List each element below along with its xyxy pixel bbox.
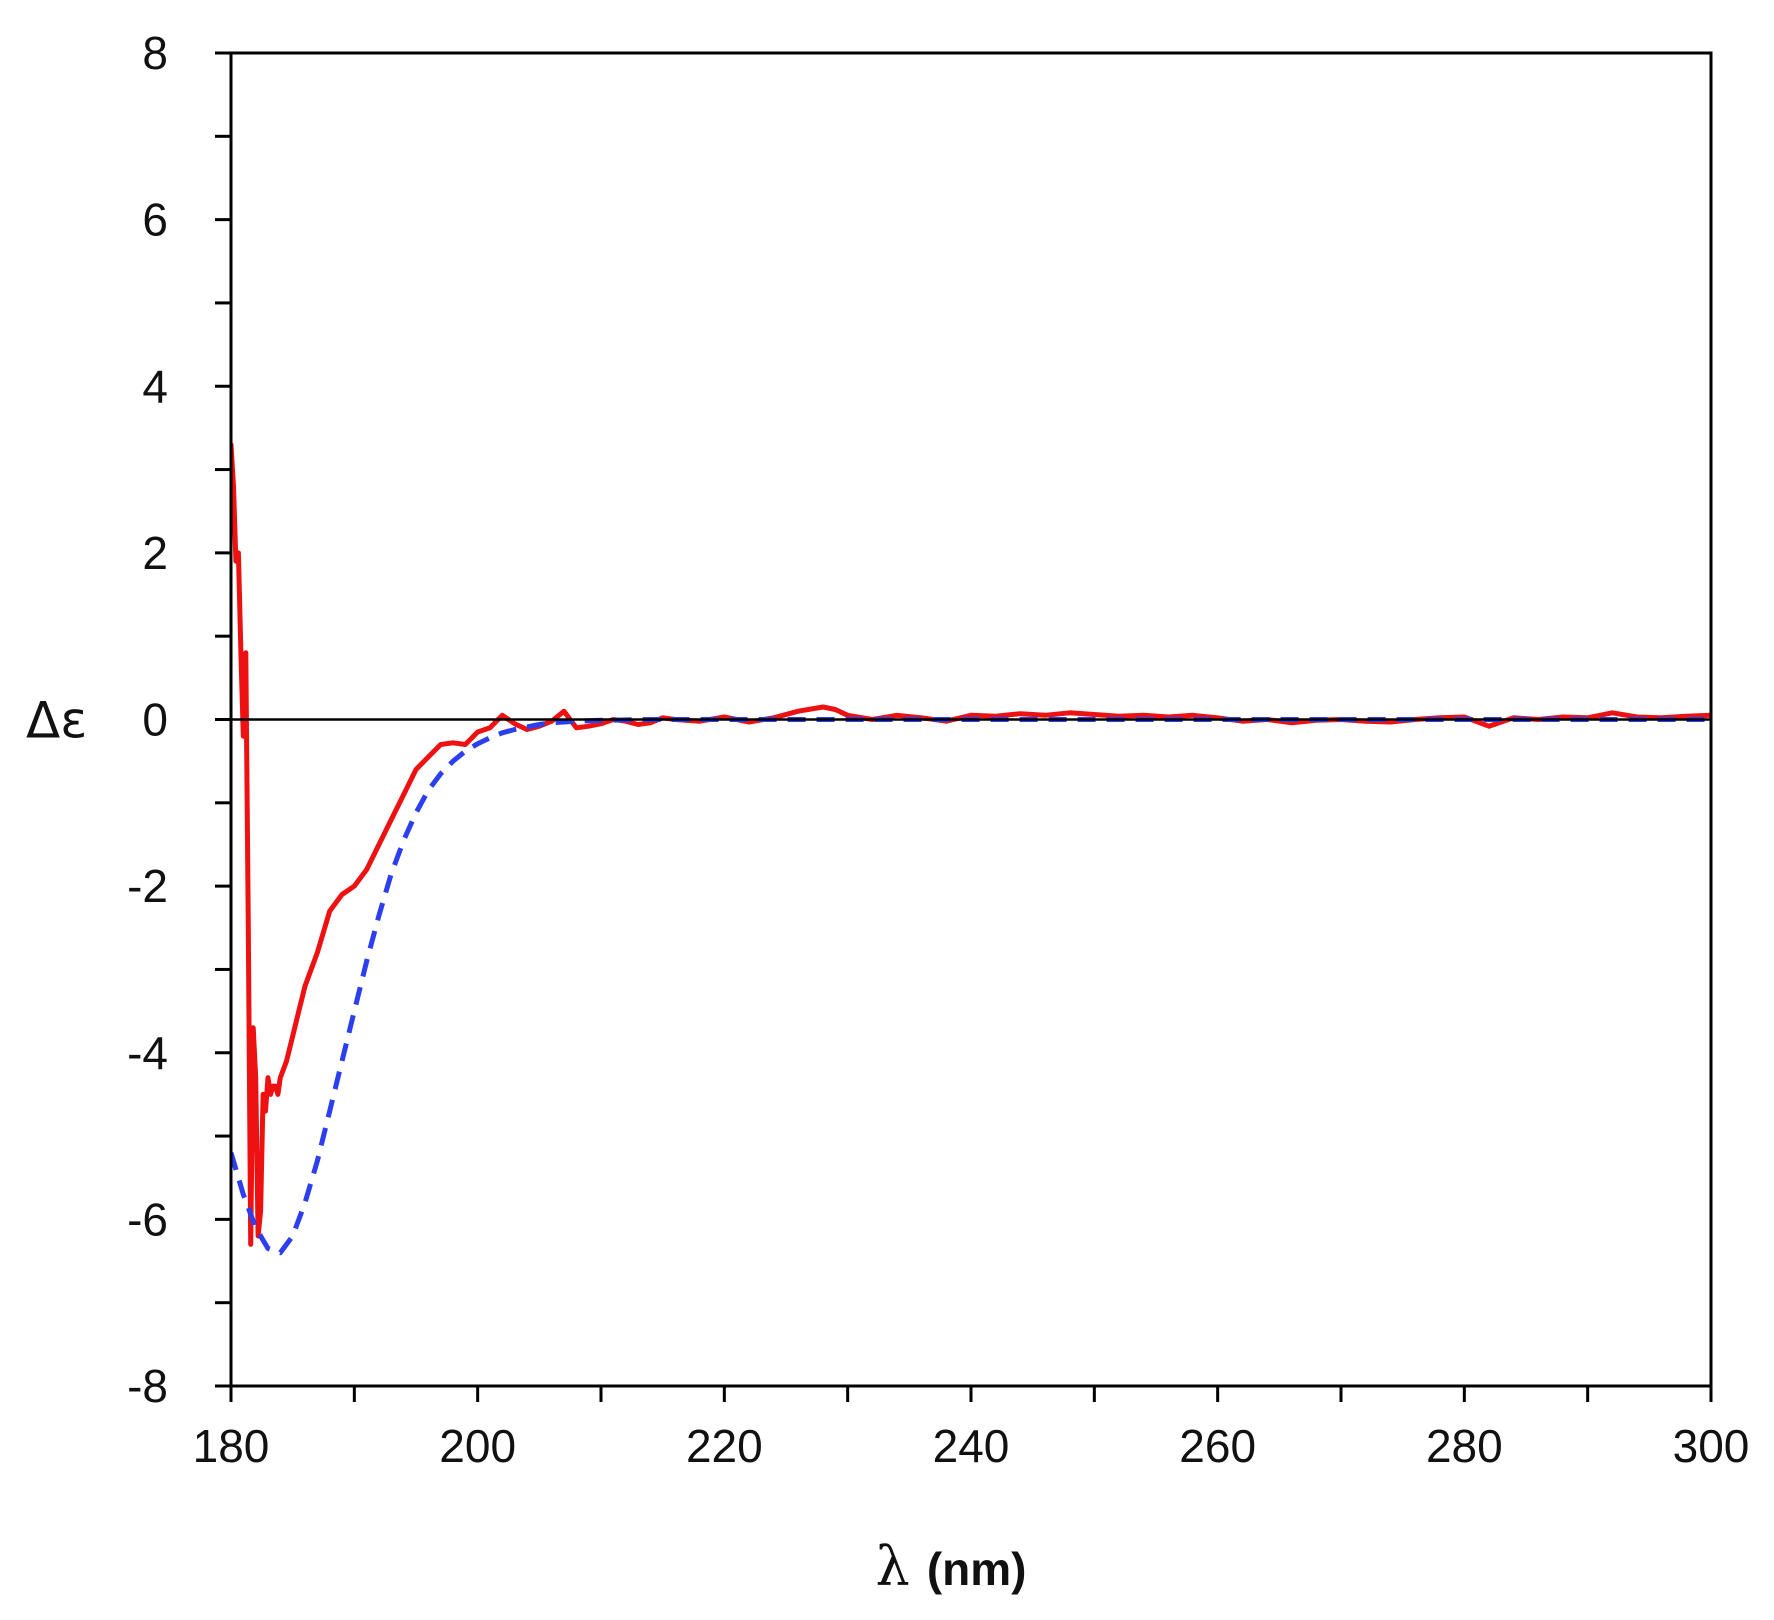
y-tick-label: -8 <box>127 1360 168 1412</box>
x-tick-label: 260 <box>1179 1420 1256 1472</box>
y-tick-label: -6 <box>127 1193 168 1245</box>
y-tick-label: 6 <box>142 194 168 246</box>
y-tick-label: 0 <box>142 694 168 746</box>
x-axis-title: λ (nm) <box>876 1535 1027 1598</box>
y-axis-ticks <box>215 51 231 1388</box>
x-tick-label: 300 <box>1673 1420 1750 1472</box>
x-tick-label: 240 <box>933 1420 1010 1472</box>
x-axis-ticks <box>229 1386 1713 1402</box>
y-tick-label: -4 <box>127 1027 168 1079</box>
y-tick-label: 4 <box>142 360 168 412</box>
y-axis-tick-labels: -8 -6 -4 -2 0 2 4 6 8 <box>127 27 168 1412</box>
y-axis-title: Δε <box>26 692 87 750</box>
x-tick-label: 180 <box>193 1420 270 1472</box>
x-axis-tick-labels: 180 200 220 240 260 280 300 <box>193 1420 1750 1472</box>
y-tick-label: 8 <box>142 27 168 79</box>
y-tick-label: -2 <box>127 860 168 912</box>
x-tick-label: 200 <box>439 1420 516 1472</box>
x-tick-label: 220 <box>686 1420 763 1472</box>
x-axis-title-unit: (nm) <box>927 1543 1027 1595</box>
y-tick-label: 2 <box>142 527 168 579</box>
x-axis-title-symbol: λ <box>876 1535 910 1598</box>
x-tick-label: 280 <box>1426 1420 1503 1472</box>
